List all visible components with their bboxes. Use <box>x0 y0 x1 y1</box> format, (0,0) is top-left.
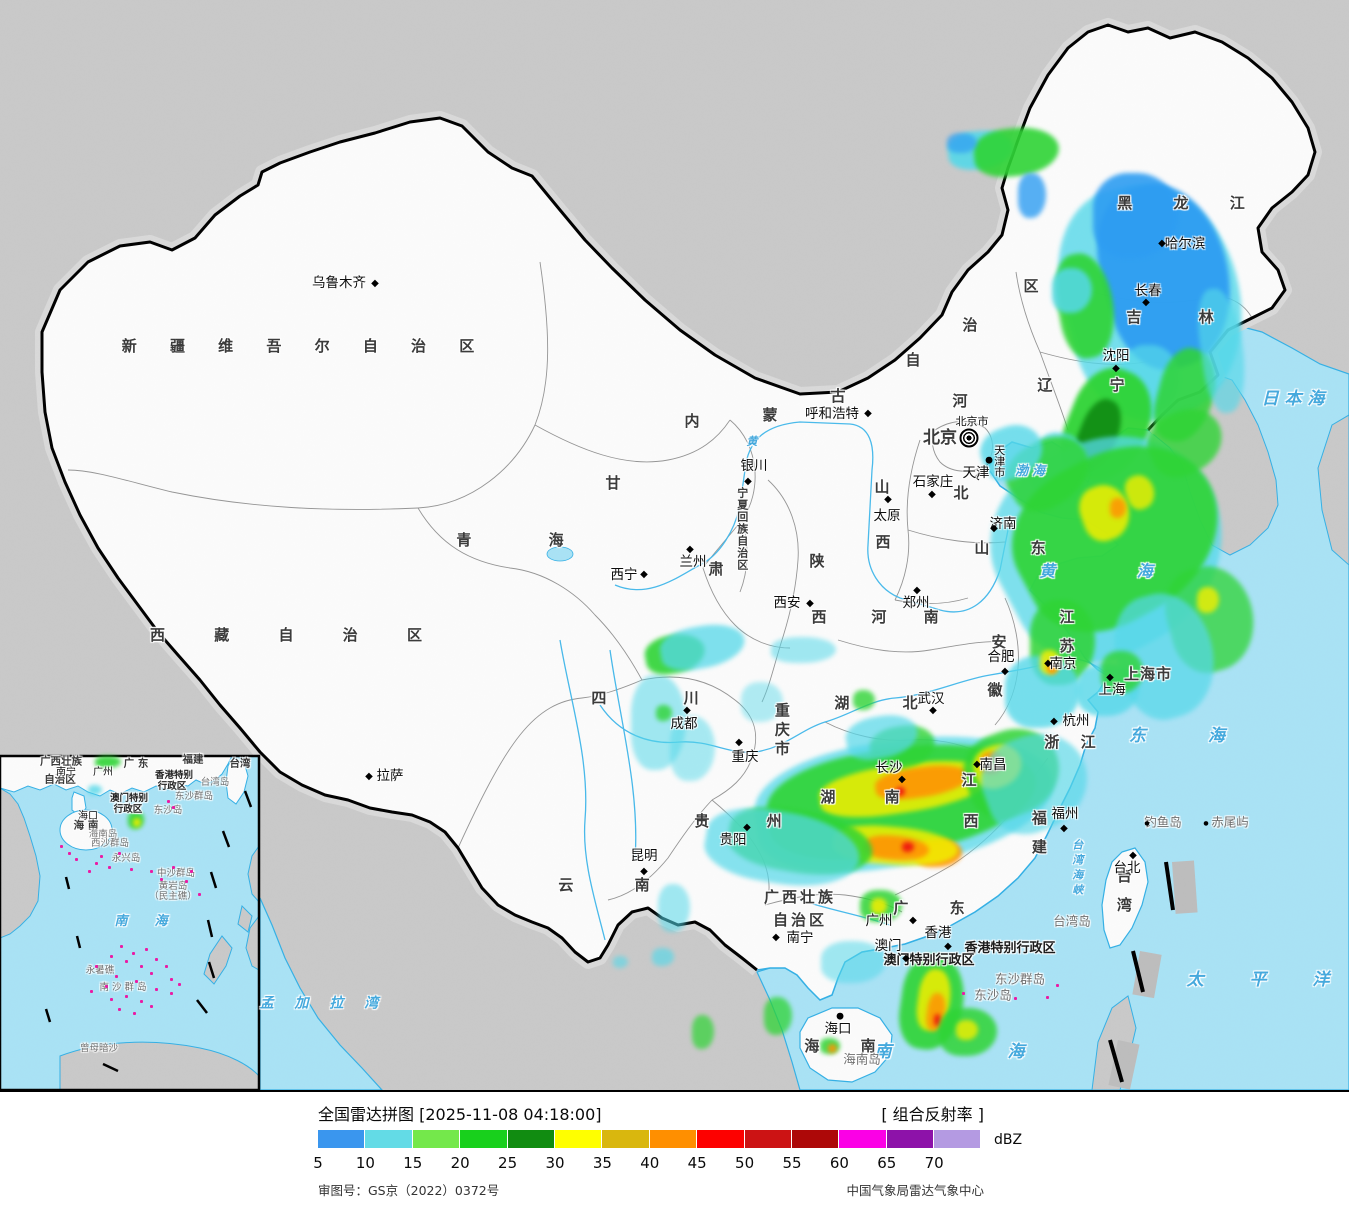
basemap-svg <box>0 0 1349 1090</box>
map-title: 全国雷达拼图 [2025-11-08 04:18:00] <box>318 1105 602 1124</box>
colorbar-tick: 60 <box>829 1154 849 1172</box>
colorbar-tick: 55 <box>782 1154 802 1172</box>
colorbar-cell <box>554 1130 602 1148</box>
colorbar-cell <box>839 1130 886 1148</box>
colorbar-tick: 65 <box>877 1154 897 1172</box>
approval-number: 审图号：GS京（2022）0372号 <box>318 1183 500 1198</box>
legend-panel: 全国雷达拼图 [2025-11-08 04:18:00] [ 组合反射率 ] d… <box>0 1092 1349 1208</box>
colorbar-cell <box>507 1130 554 1148</box>
colorbar-cell <box>460 1130 507 1148</box>
colorbar-cell <box>791 1130 839 1148</box>
colorbar-tick: 25 <box>498 1154 518 1172</box>
colorbar-cell <box>602 1130 649 1148</box>
colorbar-tick: 45 <box>687 1154 707 1172</box>
colorbar-cell <box>697 1130 744 1148</box>
colorbar-cell <box>744 1130 791 1148</box>
terrain-texture <box>0 0 1349 1090</box>
colorbar-ticks: 5 10 15 20 25 30 35 40 45 50 55 60 65 70 <box>0 1154 1349 1172</box>
colorbar-cell <box>886 1130 934 1148</box>
colorbar-tick: 15 <box>403 1154 423 1172</box>
colorbar-cell <box>318 1130 365 1148</box>
colorbar-cell <box>649 1130 697 1148</box>
china-radar-map: 黑 龙 江吉 林辽 宁内蒙古自治区新 疆 维 吾 尔 自 治 区甘肃青 海西 藏… <box>0 0 1349 1092</box>
colorbar-tick: 5 <box>313 1154 323 1172</box>
colorbar-tick: 40 <box>640 1154 660 1172</box>
colorbar-tick: 70 <box>924 1154 944 1172</box>
colorbar-tick: 50 <box>735 1154 755 1172</box>
legend-title-row: 全国雷达拼图 [2025-11-08 04:18:00] [ 组合反射率 ] <box>318 1101 984 1125</box>
colorbar-tick: 30 <box>545 1154 565 1172</box>
colorbar-tick: 20 <box>450 1154 470 1172</box>
product-label: [ 组合反射率 ] <box>881 1105 984 1124</box>
agency-credit: 中国气象局雷达气象中心 <box>846 1183 984 1198</box>
colorbar-tick: 10 <box>355 1154 375 1172</box>
colorbar <box>318 1130 981 1148</box>
colorbar-cell <box>412 1130 460 1148</box>
unit-label: dBZ <box>994 1132 1023 1148</box>
colorbar-cell <box>365 1130 412 1148</box>
legend-credit-row: 审图号：GS京（2022）0372号 中国气象局雷达气象中心 <box>318 1180 984 1199</box>
colorbar-tick: 35 <box>592 1154 612 1172</box>
colorbar-cell <box>934 1130 981 1148</box>
